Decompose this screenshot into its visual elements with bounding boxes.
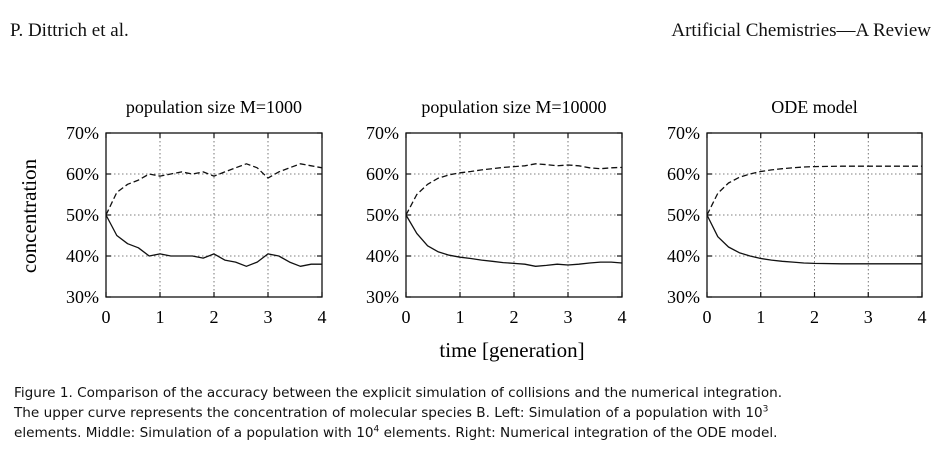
y-tick-label: 60% [667, 164, 700, 184]
y-tick-label: 40% [66, 246, 99, 266]
y-tick-label: 30% [366, 287, 399, 307]
y-tick-label: 70% [366, 123, 399, 143]
x-tick-label: 4 [918, 307, 927, 327]
y-tick-label: 50% [366, 205, 399, 225]
series-line-solid [105, 214, 322, 267]
x-tick-label: 3 [564, 307, 573, 327]
x-tick-label: 2 [810, 307, 819, 327]
running-header-authors: P. Dittrich et al. [10, 20, 129, 41]
y-tick-label: 40% [667, 246, 700, 266]
x-tick-label: 3 [264, 307, 273, 327]
caption-exponent-3: 3 [762, 404, 769, 415]
y-tick-label: 70% [66, 123, 99, 143]
y-tick-label: 60% [366, 164, 399, 184]
series-line-solid [405, 214, 623, 267]
chart-panel-3: ODE model 30% 40% 50% 60% 70% 0 1 2 3 4 [667, 97, 927, 327]
y-tick-label: 70% [667, 123, 700, 143]
chart-panel-2: population size M=10000 30% 40% 50% 60% 70% 0 1… [366, 97, 627, 327]
x-tick-label: 3 [864, 307, 873, 327]
caption-line-1: Figure 1. Comparison of the accuracy bet… [14, 385, 783, 401]
caption-line-3-text-b: elements. Right: Numerical integration o… [379, 425, 778, 441]
series-line-dashed [105, 163, 323, 216]
x-axis-label: time [generation] [439, 338, 584, 362]
caption-line-2: The upper curve represents the concentra… [14, 403, 932, 423]
x-tick-label: 4 [318, 307, 327, 327]
y-tick-label: 30% [66, 287, 99, 307]
chart-title: ODE model [771, 97, 857, 117]
y-axis-label: concentration [17, 158, 41, 273]
caption-line-3-text-a: elements. Middle: Simulation of a popula… [14, 425, 374, 441]
chart-title: population size M=1000 [126, 97, 302, 117]
chart-title: population size M=10000 [421, 97, 606, 117]
x-tick-label: 0 [402, 307, 411, 327]
y-tick-label: 60% [66, 164, 99, 184]
caption-line-3: elements. Middle: Simulation of a popula… [14, 423, 932, 443]
caption-line-2-text: The upper curve represents the concentra… [14, 405, 763, 421]
x-tick-label: 0 [703, 307, 712, 327]
x-tick-label: 2 [210, 307, 219, 327]
y-tick-label: 50% [667, 205, 700, 225]
caption-exponent-4: 4 [373, 424, 380, 435]
series-line-solid [706, 214, 922, 265]
chart-panel-1: population size M=1000 30% 40% 50% 60% 70% 0 1 2… [66, 97, 327, 327]
x-tick-label: 2 [510, 307, 519, 327]
series-line-dashed [405, 163, 623, 216]
y-tick-label: 50% [66, 205, 99, 225]
running-header-title: Artificial Chemistries—A Review [671, 20, 931, 41]
x-tick-label: 4 [618, 307, 627, 327]
series-line-dashed [706, 165, 922, 216]
y-tick-label: 30% [667, 287, 700, 307]
figure-caption: Figure 1. Comparison of the accuracy bet… [14, 383, 932, 443]
y-tick-label: 40% [366, 246, 399, 266]
x-tick-label: 0 [102, 307, 111, 327]
x-tick-label: 1 [456, 307, 465, 327]
figure-1: concentration time [generation] populati… [17, 97, 927, 362]
x-tick-label: 1 [756, 307, 765, 327]
x-tick-label: 1 [156, 307, 165, 327]
